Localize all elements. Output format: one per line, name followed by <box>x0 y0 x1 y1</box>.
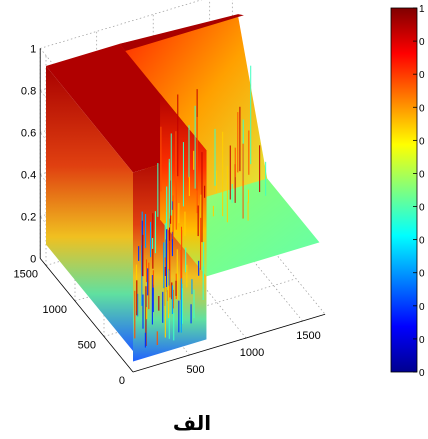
surface-back-ridge <box>119 14 244 51</box>
surface-plot <box>46 14 320 362</box>
z-tick-label: 0 <box>30 253 36 265</box>
surface-left-wall <box>46 66 133 351</box>
x-tick-label: 1000 <box>240 347 264 359</box>
y-tick-label: 0 <box>119 375 125 387</box>
colorbar-tick-label: 0 <box>419 335 425 346</box>
colorbar-bar <box>390 7 418 373</box>
colorbar-tick-label: 0 <box>419 70 425 81</box>
y-tick-label: 500 <box>78 340 96 352</box>
colorbar-tick-label: 0 <box>419 103 425 114</box>
colorbar-tick-label: 0 <box>419 269 425 280</box>
z-tick-label: 0.4 <box>21 169 36 181</box>
colorbar-tick-label: 0 <box>419 169 425 180</box>
x-tick-label: 500 <box>186 364 204 376</box>
colorbar-tick-label: 1 <box>419 4 425 15</box>
colorbar-tick-label: 0 <box>419 236 425 247</box>
colorbar-tick-label: 0 <box>419 302 425 313</box>
colorbar-tick-label: 0 <box>419 368 425 379</box>
z-tick-label: 0.8 <box>21 85 36 97</box>
axis-ticks: 0 0.2 0.4 0.6 0.8 1 0 500 1000 1500 500 1000 1500 <box>14 43 321 387</box>
colorbar-tick-label: 0 <box>419 37 425 48</box>
colorbar: 0 0 0 0 0 0 0 0 0 0 0 1 <box>390 4 425 379</box>
z-tick-label: 0.6 <box>21 127 36 139</box>
colorbar-ticks: 0 0 0 0 0 0 0 0 0 0 0 1 <box>413 4 425 379</box>
figure-caption: الف <box>173 411 211 435</box>
y-tick-label: 1000 <box>43 304 67 316</box>
colorbar-tick-label: 0 <box>419 203 425 214</box>
x-tick-label: 1500 <box>296 330 320 342</box>
colorbar-tick-label: 0 <box>419 136 425 147</box>
z-tick-label: 0.2 <box>21 211 36 223</box>
z-tick-label: 1 <box>30 43 36 55</box>
y-tick-label: 1500 <box>14 269 38 281</box>
